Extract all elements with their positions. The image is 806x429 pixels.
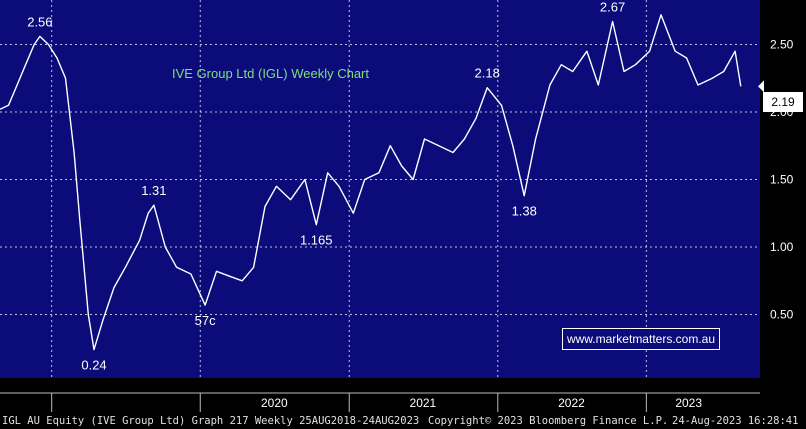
last-price-pointer [758,80,764,93]
footer-copyright: Copyright© 2023 Bloomberg Finance L.P. [428,415,669,427]
price-annotation: 2.67 [600,0,625,15]
price-annotation: 1.165 [300,233,333,248]
x-tick-label: 2023 [675,396,702,410]
price-annotation: 57c [195,313,216,328]
last-price-badge: 2.19 [763,92,803,112]
footer-left: IGL AU Equity (IVE Group Ltd) Graph 217 … [2,415,420,427]
x-tick-label: 2021 [410,396,437,410]
footer-bar: IGL AU Equity (IVE Group Ltd) Graph 217 … [0,413,806,429]
price-annotation: 2.18 [475,66,500,81]
y-tick-label: 1.00 [770,240,794,254]
price-line [0,14,742,351]
series-layer [0,14,742,351]
price-annotation: 1.31 [141,183,166,198]
footer-timestamp: 24-Aug-2023 16:28:41 [672,415,799,427]
y-tick-label: 1.50 [770,173,794,187]
watermark-link[interactable]: www.marketmatters.com.au [562,328,720,350]
y-tick-label: 0.50 [770,308,794,322]
x-tick-label: 2022 [558,396,585,410]
y-tick-label: 2.50 [770,38,794,52]
chart-title: IVE Group Ltd (IGL) Weekly Chart [172,66,369,81]
price-annotation: 2.56 [27,14,52,29]
annotation-layer: 2.56 0.24 1.31 57c 1.165 2.18 1.38 2.67 [27,0,625,373]
grid-layer [0,0,760,378]
price-annotation: 0.24 [81,358,106,373]
price-annotation: 1.38 [512,204,537,219]
x-tick-label: 2020 [261,396,288,410]
